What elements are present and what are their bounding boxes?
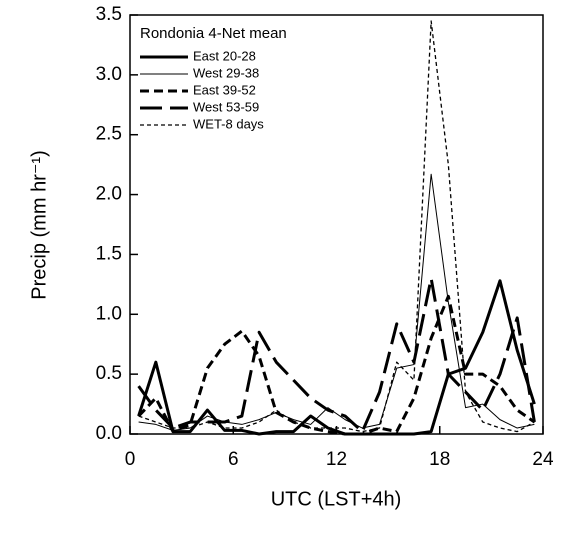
- data-line: [137, 276, 536, 434]
- y-tick-label: 3.5: [96, 4, 122, 25]
- x-tick-label: 12: [326, 449, 347, 470]
- y-tick-label: 2.0: [96, 184, 122, 205]
- y-tick-label: 0.0: [96, 423, 122, 444]
- data-line: [137, 279, 536, 436]
- y-tick-label: 1.0: [96, 303, 122, 324]
- legend-label: West 29-38: [193, 65, 259, 80]
- data-line: [137, 294, 536, 436]
- annotation: Rondonia 4-Net mean: [140, 25, 287, 42]
- x-tick-label: 18: [429, 449, 450, 470]
- y-tick-label: 3.0: [96, 64, 122, 85]
- data-line: [138, 20, 535, 433]
- legend-label: East 20-28: [193, 48, 256, 63]
- legend-label: East 39-52: [193, 82, 256, 97]
- x-tick-label: 0: [125, 449, 136, 470]
- y-tick-label: 0.5: [96, 363, 122, 384]
- y-axis-label: Precip (mm hr⁻¹): [28, 150, 50, 299]
- y-tick-label: 1.5: [96, 243, 122, 264]
- legend-label: West 53-59: [193, 99, 259, 114]
- data-line: [138, 173, 535, 431]
- y-tick-label: 2.5: [96, 124, 122, 145]
- x-tick-label: 6: [228, 449, 239, 470]
- plot-frame: [129, 14, 544, 435]
- x-tick-label: 24: [532, 449, 554, 470]
- x-axis-label: UTC (LST+4h): [271, 488, 402, 510]
- legend-label: WET-8 days: [193, 116, 264, 131]
